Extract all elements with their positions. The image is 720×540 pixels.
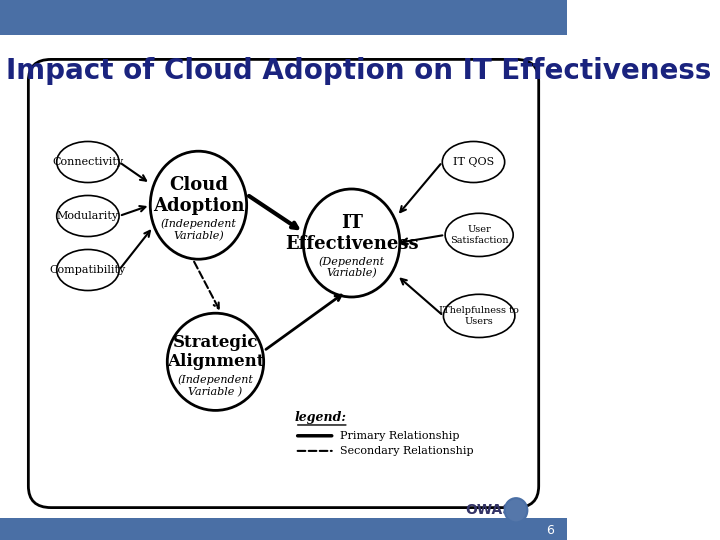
Ellipse shape [57, 195, 119, 237]
Text: legend:: legend: [295, 411, 347, 424]
Text: Connectivity: Connectivity [53, 157, 123, 167]
Ellipse shape [57, 141, 119, 183]
Ellipse shape [505, 498, 527, 523]
Text: Cloud
Adoption: Cloud Adoption [153, 176, 244, 215]
Text: User
Satisfaction: User Satisfaction [450, 225, 508, 245]
FancyBboxPatch shape [0, 0, 567, 35]
Text: IT QOS: IT QOS [453, 157, 494, 167]
Text: Secondary Relationship: Secondary Relationship [341, 446, 474, 456]
Text: IT
Effectiveness: IT Effectiveness [284, 214, 418, 253]
Ellipse shape [167, 313, 264, 410]
Text: Impact of Cloud Adoption on IT Effectiveness: Impact of Cloud Adoption on IT Effective… [6, 57, 711, 85]
Ellipse shape [444, 294, 515, 338]
Ellipse shape [303, 189, 400, 297]
Ellipse shape [57, 249, 119, 291]
Ellipse shape [445, 213, 513, 256]
Text: OWASP: OWASP [465, 503, 523, 517]
Text: (Dependent
Variable): (Dependent Variable) [318, 256, 384, 279]
Text: Compatibility: Compatibility [50, 265, 126, 275]
Ellipse shape [442, 141, 505, 183]
Text: IThelpfulness to
Users: IThelpfulness to Users [439, 306, 519, 326]
Ellipse shape [150, 151, 247, 259]
FancyBboxPatch shape [0, 518, 567, 540]
Text: (Independent
Variable): (Independent Variable) [161, 218, 236, 241]
Text: 6: 6 [546, 524, 554, 537]
Text: Modularity: Modularity [57, 211, 119, 221]
Text: (Independent
Variable ): (Independent Variable ) [178, 375, 253, 397]
FancyBboxPatch shape [28, 59, 539, 508]
Text: Primary Relationship: Primary Relationship [341, 431, 460, 441]
Text: Strategic
Alignment: Strategic Alignment [167, 334, 264, 370]
